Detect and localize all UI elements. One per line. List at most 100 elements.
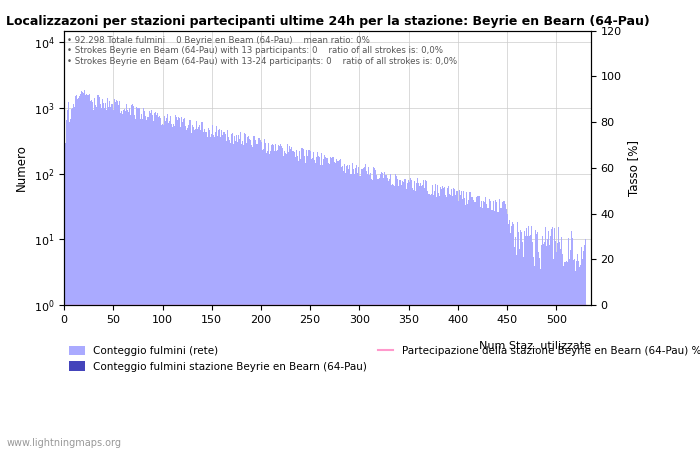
Bar <box>403 305 404 450</box>
Bar <box>286 154 287 450</box>
Bar <box>216 305 217 450</box>
Bar <box>251 305 253 450</box>
Bar <box>243 145 244 450</box>
Bar <box>533 305 534 450</box>
Bar <box>306 149 307 450</box>
Bar <box>210 137 211 450</box>
Bar <box>461 191 462 450</box>
Bar <box>102 99 103 450</box>
Bar <box>584 305 585 450</box>
Bar <box>543 305 544 450</box>
Bar <box>245 134 246 450</box>
Bar <box>505 209 507 450</box>
Bar <box>165 121 166 450</box>
Bar <box>426 305 427 450</box>
Bar <box>426 181 427 450</box>
Bar <box>370 305 371 450</box>
Bar <box>216 126 217 450</box>
Bar <box>384 305 386 450</box>
Bar <box>277 305 278 450</box>
Bar <box>474 305 475 450</box>
Bar <box>130 105 132 450</box>
Bar <box>190 305 192 450</box>
Bar <box>238 135 239 450</box>
Bar <box>117 101 118 450</box>
Bar <box>575 271 576 450</box>
Bar <box>473 305 474 450</box>
Bar <box>538 305 539 450</box>
Bar <box>157 112 158 450</box>
Bar <box>542 236 543 450</box>
Bar <box>434 191 435 450</box>
Bar <box>173 124 174 450</box>
Bar <box>364 167 365 450</box>
Bar <box>199 125 200 450</box>
Bar <box>277 150 278 450</box>
Bar <box>205 305 206 450</box>
Bar <box>344 305 345 450</box>
Bar <box>559 305 560 450</box>
Bar <box>99 97 100 450</box>
Bar <box>324 305 326 450</box>
Bar <box>67 102 69 450</box>
Bar <box>488 305 489 450</box>
Bar <box>319 305 321 450</box>
Bar <box>228 137 229 450</box>
Bar <box>217 305 218 450</box>
Bar <box>103 305 104 450</box>
Bar <box>293 305 294 450</box>
Bar <box>76 305 78 450</box>
Bar <box>367 174 368 450</box>
Bar <box>91 305 92 450</box>
Bar <box>237 142 238 450</box>
Bar <box>248 305 250 450</box>
Bar <box>468 305 469 450</box>
Bar <box>153 122 154 450</box>
Bar <box>163 126 164 450</box>
Bar <box>433 195 434 450</box>
Bar <box>549 244 550 450</box>
Bar <box>207 137 209 450</box>
Bar <box>102 305 103 450</box>
Bar <box>127 305 129 450</box>
Bar <box>519 305 520 450</box>
Bar <box>190 133 192 450</box>
Bar <box>358 305 359 450</box>
Bar <box>150 305 151 450</box>
Bar <box>253 136 255 450</box>
Bar <box>117 305 118 450</box>
Bar <box>477 305 478 450</box>
Bar <box>226 305 227 450</box>
Bar <box>323 159 324 450</box>
Bar <box>484 202 485 450</box>
Bar <box>336 305 337 450</box>
Bar <box>182 305 183 450</box>
Bar <box>470 305 471 450</box>
Bar <box>246 138 248 450</box>
Bar <box>178 118 180 450</box>
Bar <box>174 126 175 450</box>
Bar <box>276 305 277 450</box>
Bar <box>391 305 393 450</box>
Bar <box>90 101 91 450</box>
Bar <box>263 149 265 450</box>
Bar <box>585 239 587 450</box>
Bar <box>537 232 538 450</box>
Bar <box>104 305 105 450</box>
Y-axis label: Numero: Numero <box>15 144 28 191</box>
Bar <box>155 112 156 450</box>
Bar <box>352 305 353 450</box>
Bar <box>176 305 177 450</box>
Bar <box>154 112 155 450</box>
Bar <box>108 305 109 450</box>
Bar <box>555 305 556 450</box>
Bar <box>550 305 551 450</box>
Bar <box>350 174 351 450</box>
Bar <box>299 151 300 450</box>
Bar <box>302 305 303 450</box>
Bar <box>261 142 262 450</box>
Bar <box>107 305 108 450</box>
Bar <box>526 228 527 450</box>
Bar <box>398 186 399 450</box>
Bar <box>86 305 88 450</box>
